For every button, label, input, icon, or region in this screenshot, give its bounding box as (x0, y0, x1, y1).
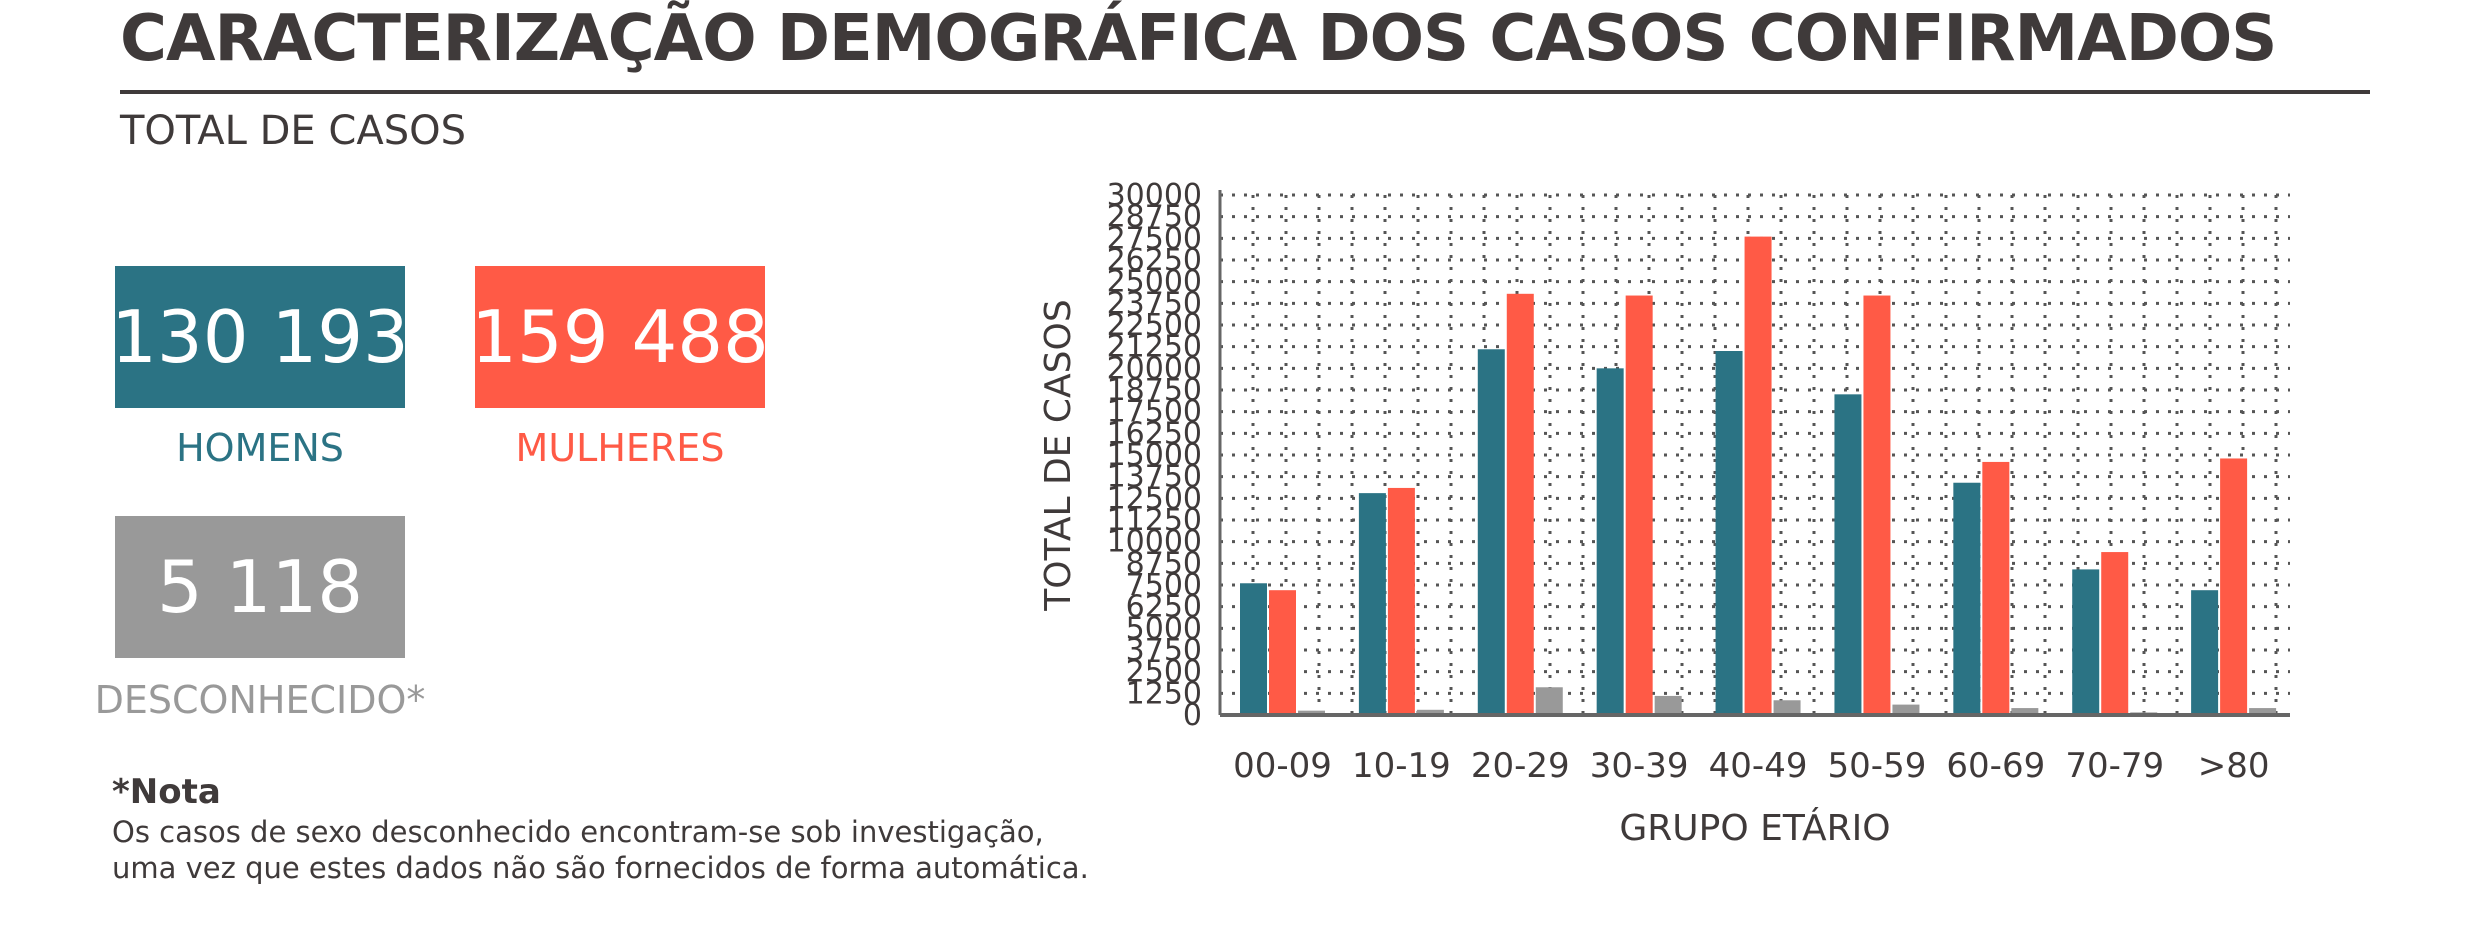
bar-women-1 (1387, 487, 1415, 715)
y-tick-label: 20000 (1107, 351, 1202, 386)
note-line-1: Os casos de sexo desconhecido encontram-… (112, 815, 1044, 849)
unknown-label: DESCONHECIDO* (94, 678, 426, 722)
y-tick-label: 6250 (1126, 590, 1202, 625)
bar-unknown-8 (2249, 708, 2277, 715)
bar-unknown-6 (2011, 708, 2039, 715)
bar-women-4 (1744, 236, 1772, 715)
bar-men-2 (1477, 349, 1505, 715)
bar-unknown-5 (1892, 704, 1920, 715)
x-category-labels: 00-09 10-19 20-29 30-39 40-49 50-59 60-69 70-79… (1233, 746, 2269, 786)
y-tick-label: 8750 (1126, 546, 1202, 581)
x-category-label: 50-59 (1828, 746, 1927, 786)
x-category-label: >80 (2198, 746, 2270, 786)
chart-axes (1218, 190, 2290, 717)
x-category-label: 00-09 (1233, 746, 1332, 786)
y-tick-label: 26250 (1107, 243, 1202, 278)
women-label: MULHERES (515, 426, 725, 470)
x-category-label: 70-79 (2065, 746, 2164, 786)
bar-unknown-1 (1416, 709, 1444, 715)
x-category-label: 40-49 (1709, 746, 1808, 786)
age-group-bar-chart: 0125025003750500062507500875010000112501… (1038, 178, 2290, 849)
y-tick-label: 21250 (1107, 330, 1202, 365)
y-tick-label: 12500 (1107, 481, 1202, 516)
y-tick-label: 0 (1183, 698, 1202, 733)
y-tick-label: 18750 (1107, 373, 1202, 408)
section-subtitle: TOTAL DE CASOS (120, 108, 466, 154)
chart-bars (1240, 236, 2277, 715)
y-tick-label: 16250 (1107, 416, 1202, 451)
bar-men-4 (1715, 351, 1743, 715)
bar-men-1 (1358, 493, 1386, 715)
y-tick-label: 22500 (1107, 308, 1202, 343)
bar-unknown-0 (1298, 710, 1325, 715)
bar-women-5 (1863, 295, 1891, 715)
bar-women-8 (2220, 458, 2248, 715)
y-tick-label: 17500 (1107, 395, 1202, 430)
bar-men-3 (1596, 368, 1624, 715)
x-axis-title: GRUPO ETÁRIO (1619, 807, 1890, 849)
bar-women-2 (1506, 293, 1534, 715)
y-tick-labels: 0125025003750500062507500875010000112501… (1107, 178, 1202, 733)
bar-women-7 (2101, 552, 2129, 715)
y-tick-label: 7500 (1126, 568, 1202, 603)
bar-unknown-2 (1535, 687, 1563, 715)
bar-unknown-3 (1654, 695, 1682, 715)
bar-men-7 (2072, 569, 2100, 715)
bar-men-6 (1953, 482, 1981, 715)
y-axis-title: TOTAL DE CASOS (1038, 299, 1079, 611)
x-category-label: 60-69 (1946, 746, 2045, 786)
y-tick-label: 2500 (1126, 655, 1202, 690)
men-total-box: 130 193 (111, 266, 409, 408)
x-category-label: 10-19 (1352, 746, 1451, 786)
y-tick-label: 28750 (1107, 200, 1202, 235)
y-tick-label: 27500 (1107, 221, 1202, 256)
note-title: *Nota (112, 772, 221, 812)
x-category-label: 30-39 (1590, 746, 1689, 786)
page-title: CARACTERIZAÇÃO DEMOGRÁFICA DOS CASOS CON… (120, 2, 2277, 76)
x-category-label: 20-29 (1471, 746, 1570, 786)
y-tick-label: 10000 (1107, 525, 1202, 560)
y-tick-label: 23750 (1107, 286, 1202, 321)
y-tick-label: 30000 (1107, 178, 1202, 213)
bar-unknown-4 (1773, 700, 1801, 715)
y-tick-label: 1250 (1126, 676, 1202, 711)
y-tick-label: 25000 (1107, 265, 1202, 300)
bar-women-0 (1269, 590, 1296, 715)
y-tick-label: 15000 (1107, 438, 1202, 473)
bar-women-3 (1625, 295, 1653, 715)
bar-women-6 (1982, 461, 2010, 715)
men-label: HOMENS (176, 426, 344, 470)
title-divider (120, 90, 2370, 94)
bar-men-5 (1834, 394, 1862, 715)
y-tick-label: 3750 (1126, 633, 1202, 668)
unknown-total-box: 5 118 (115, 516, 405, 658)
y-tick-label: 13750 (1107, 460, 1202, 495)
women-total-value: 159 488 (471, 295, 769, 379)
y-tick-label: 11250 (1107, 503, 1202, 538)
bar-men-8 (2191, 590, 2219, 715)
men-total-value: 130 193 (111, 295, 409, 379)
y-tick-label: 5000 (1126, 611, 1202, 646)
note-line-2: uma vez que estes dados não são fornecid… (112, 851, 1089, 885)
unknown-total-value: 5 118 (156, 545, 364, 629)
bar-men-0 (1240, 583, 1267, 715)
women-total-box: 159 488 (471, 266, 769, 408)
